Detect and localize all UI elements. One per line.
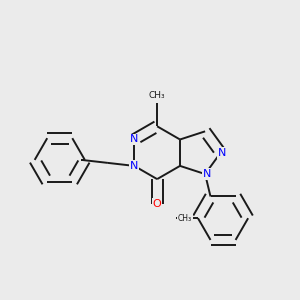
Text: O: O: [153, 199, 161, 209]
Text: N: N: [202, 169, 211, 179]
Text: CH₃: CH₃: [178, 214, 192, 223]
Text: N: N: [218, 148, 226, 158]
Text: N: N: [130, 134, 139, 145]
Text: CH₃: CH₃: [149, 92, 165, 100]
Text: N: N: [130, 161, 139, 171]
